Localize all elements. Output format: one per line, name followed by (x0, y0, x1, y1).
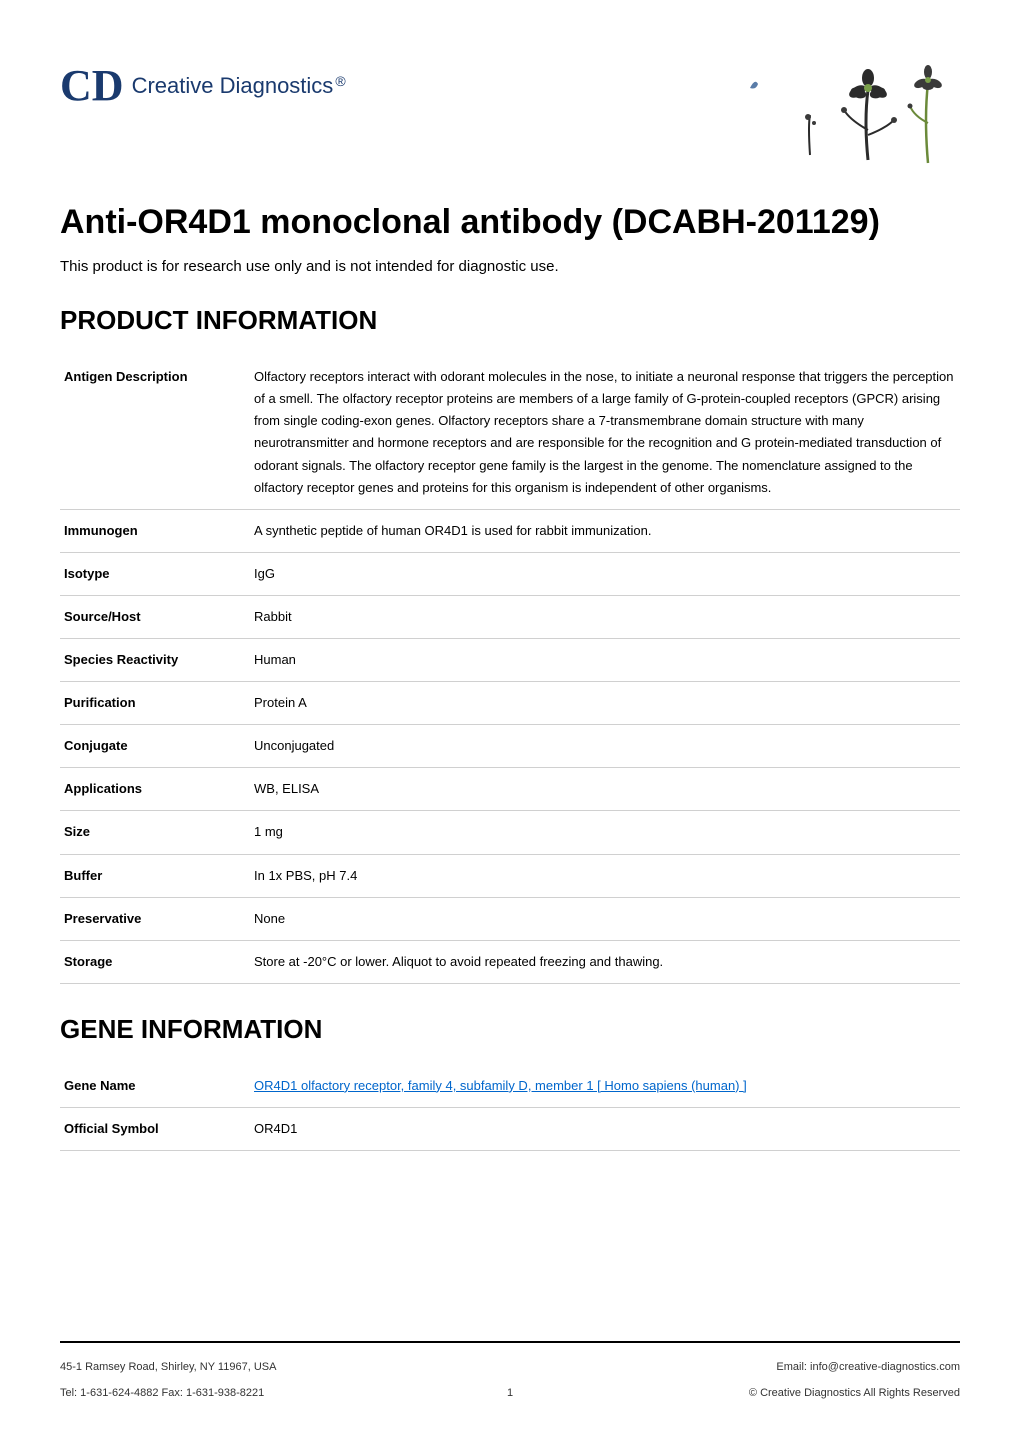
footer-divider (60, 1341, 960, 1343)
page-header: CD Creative Diagnostics® (60, 60, 960, 170)
row-label: Source/Host (60, 595, 250, 638)
footer-phone: Tel: 1-631-624-4882 Fax: 1-631-938-8221 (60, 1387, 264, 1399)
product-info-table: Antigen DescriptionOlfactory receptors i… (60, 356, 960, 984)
row-label: Species Reactivity (60, 639, 250, 682)
row-label: Storage (60, 940, 250, 983)
header-decorative-art (700, 60, 960, 170)
row-value: WB, ELISA (250, 768, 960, 811)
product-subtitle: This product is for research use only an… (60, 258, 960, 275)
page: CD Creative Diagnostics® (0, 0, 1020, 1443)
logo-initials: CD (60, 60, 124, 111)
table-row: Gene Name OR4D1 olfactory receptor, famil… (60, 1065, 960, 1108)
table-row: BufferIn 1x PBS, pH 7.4 (60, 854, 960, 897)
row-value: OR4D1 olfactory receptor, family 4, subf… (250, 1065, 960, 1108)
table-row: ApplicationsWB, ELISA (60, 768, 960, 811)
table-row: PurificationProtein A (60, 682, 960, 725)
page-footer: 45-1 Ramsey Road, Shirley, NY 11967, USA… (60, 1341, 960, 1413)
table-row: Size1 mg (60, 811, 960, 854)
logo-brand-wrap: Creative Diagnostics® (132, 73, 346, 99)
row-value: Store at -20°C or lower. Aliquot to avoi… (250, 940, 960, 983)
row-label: Antigen Description (60, 356, 250, 509)
row-value: Human (250, 639, 960, 682)
row-value: Olfactory receptors interact with odoran… (250, 356, 960, 509)
brand-logo: CD Creative Diagnostics® (60, 60, 346, 111)
product-title: Anti-OR4D1 monoclonal antibody (DCABH-20… (60, 200, 960, 244)
table-row: PreservativeNone (60, 897, 960, 940)
footer-copyright: © Creative Diagnostics All Rights Reserv… (749, 1387, 960, 1399)
footer-rows: 45-1 Ramsey Road, Shirley, NY 11967, USA… (60, 1361, 960, 1399)
flower-art-icon (700, 60, 960, 170)
gene-info-tbody: Gene Name OR4D1 olfactory receptor, famil… (60, 1065, 960, 1151)
row-label: Preservative (60, 897, 250, 940)
row-value: In 1x PBS, pH 7.4 (250, 854, 960, 897)
footer-address: 45-1 Ramsey Road, Shirley, NY 11967, USA (60, 1361, 276, 1373)
row-label: Isotype (60, 552, 250, 595)
table-row: Source/HostRabbit (60, 595, 960, 638)
table-row: Official SymbolOR4D1 (60, 1107, 960, 1150)
section-heading-product-info: PRODUCT INFORMATION (60, 305, 960, 336)
table-row: Antigen DescriptionOlfactory receptors i… (60, 356, 960, 509)
row-label: Gene Name (60, 1065, 250, 1108)
section-heading-gene-info: GENE INFORMATION (60, 1014, 960, 1045)
row-label: Purification (60, 682, 250, 725)
table-row: IsotypeIgG (60, 552, 960, 595)
row-label: Size (60, 811, 250, 854)
logo-brand-text: Creative Diagnostics (132, 73, 334, 98)
product-info-tbody: Antigen DescriptionOlfactory receptors i… (60, 356, 960, 983)
footer-email: Email: info@creative-diagnostics.com (776, 1361, 960, 1373)
footer-page-number: 1 (507, 1387, 513, 1399)
gene-info-table: Gene Name OR4D1 olfactory receptor, famil… (60, 1065, 960, 1151)
row-value: Rabbit (250, 595, 960, 638)
registered-mark: ® (335, 73, 345, 89)
row-value: A synthetic peptide of human OR4D1 is us… (250, 509, 960, 552)
footer-row-1: 45-1 Ramsey Road, Shirley, NY 11967, USA… (60, 1361, 960, 1373)
row-label: Applications (60, 768, 250, 811)
row-label: Buffer (60, 854, 250, 897)
row-value: Unconjugated (250, 725, 960, 768)
row-value: OR4D1 (250, 1107, 960, 1150)
gene-name-link[interactable]: OR4D1 olfactory receptor, family 4, subf… (254, 1078, 747, 1093)
row-value: IgG (250, 552, 960, 595)
table-row: StorageStore at -20°C or lower. Aliquot … (60, 940, 960, 983)
table-row: ImmunogenA synthetic peptide of human OR… (60, 509, 960, 552)
row-label: Official Symbol (60, 1107, 250, 1150)
table-row: ConjugateUnconjugated (60, 725, 960, 768)
row-label: Conjugate (60, 725, 250, 768)
row-value: Protein A (250, 682, 960, 725)
table-row: Species ReactivityHuman (60, 639, 960, 682)
footer-row-2: Tel: 1-631-624-4882 Fax: 1-631-938-8221 … (60, 1387, 960, 1399)
row-value: None (250, 897, 960, 940)
row-value: 1 mg (250, 811, 960, 854)
row-label: Immunogen (60, 509, 250, 552)
